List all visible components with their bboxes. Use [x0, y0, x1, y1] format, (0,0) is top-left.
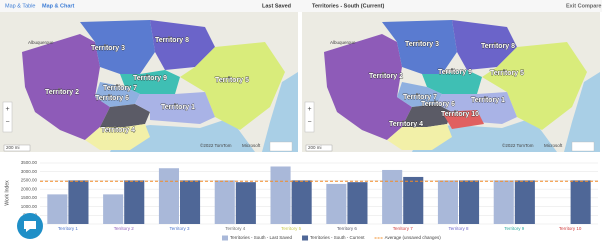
- bar: [68, 180, 89, 224]
- territory-label: Territory 6: [421, 101, 455, 108]
- x-tick-label: Territory 5: [281, 226, 302, 231]
- territory-label: Territory 9: [438, 69, 472, 76]
- y-tick-label: 2000.00: [21, 186, 38, 191]
- bar: [180, 180, 201, 224]
- legend-label: Average (unsaved changes): [385, 235, 442, 240]
- x-tick-label: Territory 6: [337, 226, 358, 231]
- x-tick-label: Territory 2: [114, 226, 135, 231]
- header-bar: [0, 0, 602, 12]
- territory-label: Territory 6: [95, 95, 129, 102]
- bar: [514, 180, 535, 224]
- y-tick-label: 1500.00: [21, 195, 38, 200]
- exit-button[interactable]: Exit Compare: [566, 3, 601, 9]
- x-tick-label: Territory 1: [58, 226, 79, 231]
- territory-label: Territory 2: [45, 89, 79, 96]
- chat-icon: [24, 221, 36, 232]
- bar: [570, 180, 591, 224]
- territory-label: Territory 4: [389, 121, 423, 128]
- legend-label: Territories - South - Last Saved: [230, 235, 293, 240]
- territory-label: Territory 10: [441, 111, 479, 118]
- brand: Microsoft: [242, 143, 261, 148]
- bar: [124, 180, 145, 224]
- city-label: Albuquerque: [28, 40, 54, 45]
- chart: Work Index 0.00500.001000.001500.002000.…: [4, 160, 598, 241]
- map-title: Territories - South (Current): [312, 3, 384, 9]
- territory-label: Territory 1: [471, 97, 505, 104]
- territory-label: Territory 2: [369, 73, 403, 80]
- territory-label: Territory 8: [155, 37, 189, 44]
- x-tick-label: Territory 4: [225, 226, 246, 231]
- scale-label: 200 mi: [308, 145, 322, 150]
- map-right[interactable]: Territory 3 Territory 8 Territory 2 Terr…: [301, 11, 601, 153]
- divider: [298, 12, 302, 152]
- city-label: Albuquerque: [330, 40, 356, 45]
- territory-label: Territory 3: [91, 45, 125, 52]
- tab[interactable]: Map & Table: [5, 3, 35, 9]
- territory-label: Territory 7: [103, 85, 137, 92]
- bar: [326, 183, 347, 224]
- y-tick-label: 3000.00: [21, 169, 38, 174]
- bar: [403, 176, 424, 224]
- y-axis-title: Work Index: [4, 180, 10, 206]
- bar: [347, 182, 368, 224]
- x-tick-label: Territory 7: [393, 226, 414, 231]
- scale-label: 200 mi: [6, 145, 20, 150]
- territory-label: Territory 8: [481, 43, 515, 50]
- bar: [214, 180, 235, 224]
- brand: Microsoft: [544, 143, 563, 148]
- tab[interactable]: Map & Chart: [42, 3, 75, 9]
- territory-label: Territory 9: [133, 75, 167, 82]
- y-tick-label: 3500.00: [21, 160, 38, 165]
- bar: [493, 180, 514, 224]
- territory-label: Territory 5: [490, 70, 524, 77]
- x-tick-label: Territory 10: [559, 226, 582, 231]
- bar: [291, 180, 312, 224]
- territory-label: Territory 4: [101, 127, 135, 134]
- territory-label: Territory 1: [161, 104, 195, 111]
- x-tick-label: Territory 8: [448, 226, 469, 231]
- y-tick-label: 2500.00: [21, 178, 38, 183]
- legend-swatch: [302, 235, 309, 241]
- bar: [270, 166, 291, 224]
- x-tick-label: Territory 3: [169, 226, 190, 231]
- bar: [103, 194, 124, 224]
- y-tick-label: 1000.00: [21, 204, 38, 209]
- legend-swatch: [222, 235, 228, 241]
- bar: [382, 169, 403, 224]
- x-tick-label: Territory 9: [504, 226, 525, 231]
- bar: [235, 182, 256, 224]
- territory-label: Territory 3: [405, 41, 439, 48]
- copyright: ©2022 TomTom: [502, 142, 534, 148]
- territory-label: Territory 5: [215, 77, 249, 84]
- map-title: Last Saved: [262, 3, 291, 9]
- bar: [459, 180, 480, 224]
- copyright: ©2022 TomTom: [200, 142, 232, 148]
- bar: [158, 168, 179, 224]
- map-left[interactable]: Territory 3 Territory 8 Territory 2 Terr…: [0, 11, 299, 153]
- territory-label: Territory 7: [403, 94, 437, 101]
- bar: [437, 180, 458, 224]
- legend-label: Territories - South - Current: [310, 235, 365, 240]
- bar: [47, 194, 68, 224]
